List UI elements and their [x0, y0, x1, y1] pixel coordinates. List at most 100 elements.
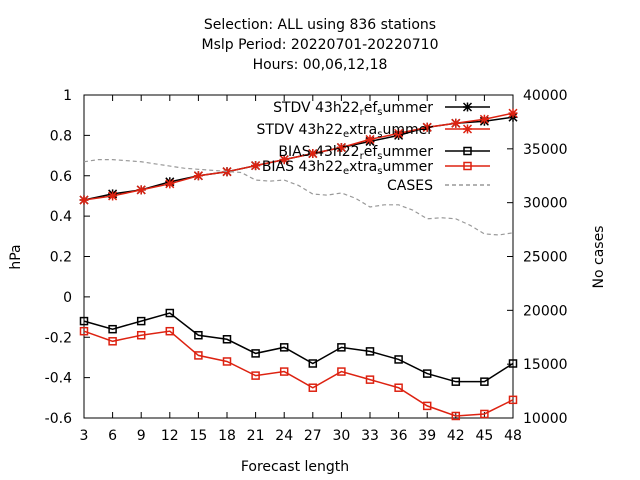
square-marker: [365, 347, 375, 356]
y2-tick-label: 25000: [523, 250, 568, 266]
square-marker: [108, 324, 117, 334]
square-marker: [394, 383, 403, 392]
square-marker: [165, 326, 175, 336]
x-tick-label: 21: [247, 428, 265, 444]
x-tick-label: 30: [332, 428, 350, 444]
square-marker: [308, 383, 318, 392]
square-marker: [251, 371, 260, 380]
y-tick-label: -0.6: [45, 411, 72, 427]
square-marker: [463, 161, 472, 171]
series-line: [83, 312, 514, 383]
x-tick-label: 18: [218, 428, 236, 444]
square-marker: [251, 349, 260, 358]
x-tick-label: 24: [275, 428, 293, 444]
square-marker: [463, 146, 472, 156]
legend-entry-1: STDV 43h22extrasummer: [256, 122, 490, 140]
y2-tick-label: 40000: [523, 88, 568, 104]
legend-entry-3: BIAS 43h22extrasummer: [262, 159, 490, 177]
star-marker: [394, 128, 404, 138]
star-marker: [136, 185, 146, 195]
series-line: [83, 330, 514, 417]
x-tick-label: 36: [390, 428, 408, 444]
legend-label-part: e: [343, 129, 349, 140]
series-3: [79, 326, 518, 421]
legend-label: BIAS 43h22refsummer: [278, 144, 433, 162]
chart-title-line-1: Selection: ALL using 836 stations: [203, 17, 437, 33]
x-tick-label: 6: [108, 428, 117, 444]
x-tick-label: 27: [304, 428, 322, 444]
legend-label-part: ef: [364, 144, 379, 160]
x-axis-label: Forecast length: [241, 459, 349, 475]
series-2: [79, 308, 518, 386]
x-tick-label: 9: [137, 428, 146, 444]
x-tick-label: 45: [475, 428, 493, 444]
square-marker: [108, 337, 117, 346]
series-line: [83, 112, 514, 201]
legend-label-part: BIAS 43h22: [278, 144, 359, 160]
star-marker: [279, 155, 289, 165]
square-marker: [365, 375, 375, 384]
x-tick-label: 42: [447, 428, 465, 444]
x-tick-label: 15: [189, 428, 207, 444]
series-1: [79, 108, 518, 205]
series-line: [83, 159, 514, 236]
legend-entry-4: CASES: [387, 178, 490, 194]
square-marker: [422, 401, 432, 411]
star-marker: [451, 118, 461, 128]
star-marker: [365, 134, 375, 144]
x-tick-label: 48: [504, 428, 522, 444]
square-marker: [337, 367, 346, 376]
square-marker: [194, 351, 203, 360]
series-4: [83, 159, 514, 236]
legend-label-part: STDV 43h22: [273, 100, 360, 116]
y2-axis-label: No cases: [591, 226, 607, 289]
y2-tick-label: 20000: [523, 303, 568, 319]
square-marker: [451, 377, 461, 386]
legend-label: BIAS 43h22extrasummer: [262, 159, 433, 177]
y-tick-label: -0.2: [45, 330, 72, 346]
star-marker: [462, 102, 473, 112]
legend-label-part: ummer: [382, 159, 433, 175]
series-layer: [79, 108, 518, 421]
square-marker: [451, 411, 461, 421]
square-marker: [136, 316, 146, 326]
legend-label-part: s: [377, 107, 382, 118]
square-marker: [79, 316, 89, 326]
y2-tick-label: 30000: [523, 196, 568, 212]
square-marker: [222, 335, 232, 344]
y-tick-label: 0.4: [50, 209, 72, 225]
legend-label-part: ummer: [382, 100, 433, 116]
star-marker: [108, 191, 118, 201]
legend-label: CASES: [387, 178, 433, 194]
y-tick-label: 0: [63, 290, 72, 306]
y-tick-label: 0.2: [50, 250, 72, 266]
square-marker: [279, 343, 289, 352]
legend-label: STDV 43h22extrasummer: [256, 122, 433, 140]
star-marker: [193, 171, 203, 181]
square-marker: [480, 409, 489, 419]
axes: 3 6 9 12 15 18 21 24 27 30 33 36 39 42 45 48-0.6-0.4-0.…: [45, 88, 568, 444]
chart-title-line-3: Hours: 00,06,12,18: [252, 57, 388, 73]
star-marker: [462, 124, 473, 134]
square-marker: [194, 330, 203, 340]
y-tick-label: -0.4: [45, 371, 72, 387]
star-marker: [479, 114, 489, 124]
square-marker: [136, 330, 146, 340]
chart-title-line-2: Mslp Period: 20220701-20220710: [201, 37, 439, 53]
y-tick-label: 0.8: [50, 128, 72, 144]
y-tick-label: 1: [63, 88, 72, 104]
legend-label-part: ef: [364, 100, 379, 116]
square-marker: [480, 377, 489, 386]
legend-entry-0: STDV 43h22refsummer: [273, 100, 490, 118]
square-marker: [508, 359, 518, 368]
square-marker: [279, 367, 289, 376]
square-marker: [165, 308, 175, 318]
square-marker: [508, 395, 518, 405]
square-marker: [79, 326, 89, 336]
y2-tick-label: 35000: [523, 142, 568, 158]
legend-label-part: s: [377, 129, 382, 140]
square-marker: [394, 355, 403, 364]
legend-label-part: BIAS 43h22: [262, 159, 343, 175]
legend-label-part: r: [360, 151, 365, 162]
